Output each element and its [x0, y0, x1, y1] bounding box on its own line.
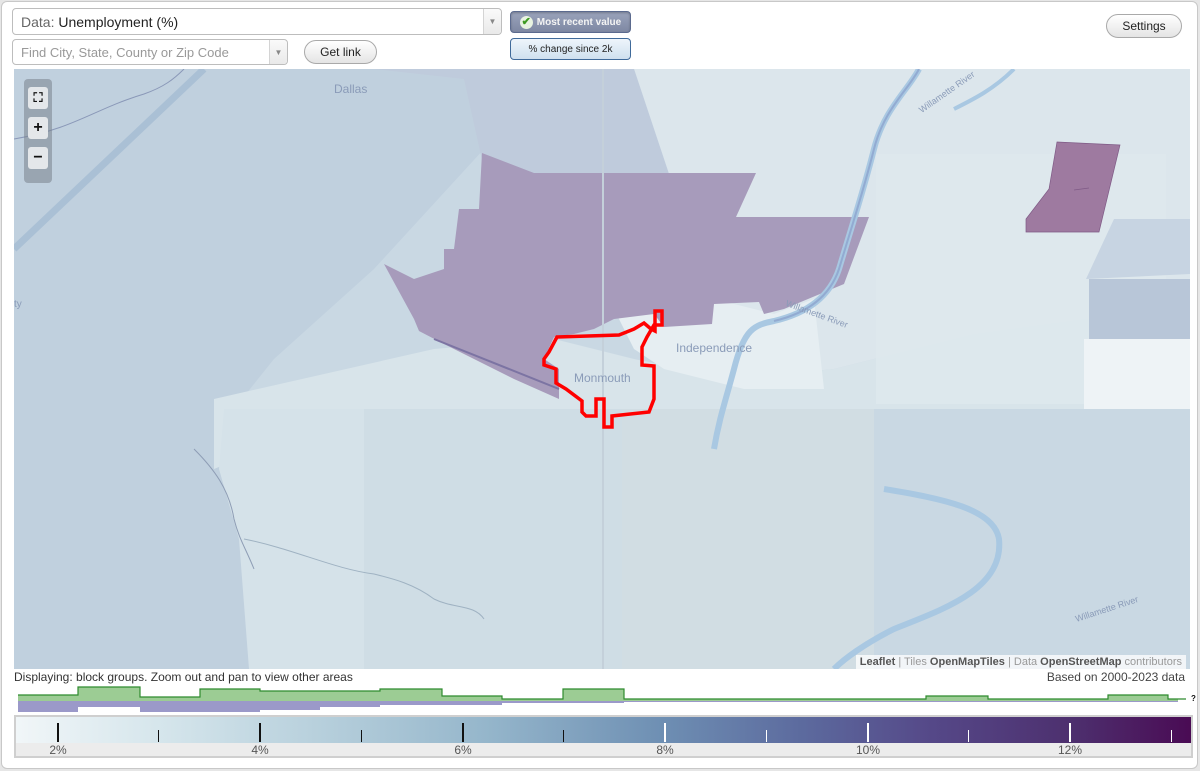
legend-tick	[259, 723, 261, 742]
legend-tick	[563, 730, 564, 742]
legend-tick	[766, 730, 767, 742]
map-label-dallas: Dallas	[334, 82, 368, 96]
mode-most-recent-label: Most recent value	[536, 16, 622, 28]
distribution-histogram	[18, 686, 1186, 712]
legend-label-12: 12%	[1057, 743, 1083, 757]
legend-tick	[968, 730, 969, 742]
attribution-text: | Data	[1004, 656, 1041, 668]
get-link-button[interactable]: Get link	[304, 40, 377, 64]
mode-most-recent-button[interactable]: ✔ Most recent value	[510, 11, 631, 33]
map-label-independence: Independence	[676, 341, 753, 355]
legend-label-2: 2%	[49, 743, 67, 757]
data-range-status: Based on 2000-2023 data	[1046, 670, 1185, 684]
color-scale-bar	[16, 717, 1191, 743]
fit-extent-icon[interactable]: ⛶	[28, 87, 48, 109]
location-search-placeholder: Find City, State, County or Zip Code	[21, 44, 229, 60]
color-scale-legend: 2% 4% 6% 8% 10% 12%	[14, 715, 1193, 758]
map-label-monmouth: Monmouth	[574, 371, 631, 385]
openstreetmap-link[interactable]: OpenStreetMap	[1040, 656, 1122, 668]
legend-tick	[664, 723, 666, 742]
attribution-text: | Tiles	[895, 656, 930, 668]
data-select[interactable]: Data: Unemployment (%) ▼	[12, 8, 502, 35]
legend-tick	[158, 730, 159, 742]
legend-tick	[462, 723, 464, 742]
map-label-partial: ty	[14, 299, 22, 310]
mode-percent-change-button[interactable]: % change since 2k	[510, 38, 631, 60]
zoom-controls: ⛶ + −	[24, 79, 52, 183]
checkmark-icon: ✔	[519, 15, 533, 29]
data-select-value: Data: Unemployment (%)	[21, 13, 179, 30]
openmaptiles-link[interactable]: OpenMapTiles	[929, 656, 1005, 668]
zoom-in-button[interactable]: +	[28, 117, 48, 139]
legend-label-6: 6%	[454, 743, 472, 757]
zoom-out-button[interactable]: −	[28, 147, 48, 169]
settings-button[interactable]: Settings	[1106, 14, 1182, 38]
map-canvas[interactable]: Dallas Independence Monmouth Willamette …	[14, 69, 1190, 669]
legend-tick	[361, 730, 362, 742]
map-attribution: Leaflet | Tiles OpenMapTiles | Data Open…	[855, 655, 1186, 669]
legend-tick	[1171, 730, 1172, 742]
legend-label-10: 10%	[855, 743, 881, 757]
attribution-text: contributors	[1121, 656, 1182, 668]
leaflet-link[interactable]: Leaflet	[859, 656, 896, 668]
legend-label-8: 8%	[656, 743, 674, 757]
display-level-status: Displaying: block groups. Zoom out and p…	[14, 670, 353, 684]
chevron-down-icon[interactable]: ▼	[269, 40, 287, 64]
location-search-input[interactable]: Find City, State, County or Zip Code ▼	[12, 39, 288, 65]
legend-tick	[57, 723, 59, 742]
legend-tick	[867, 723, 869, 742]
chevron-down-icon[interactable]: ▼	[483, 9, 501, 34]
choropleth-layer	[14, 69, 1190, 669]
legend-label-4: 4%	[251, 743, 269, 757]
unknown-value-marker: ?	[1191, 694, 1196, 703]
legend-tick	[1069, 723, 1071, 742]
